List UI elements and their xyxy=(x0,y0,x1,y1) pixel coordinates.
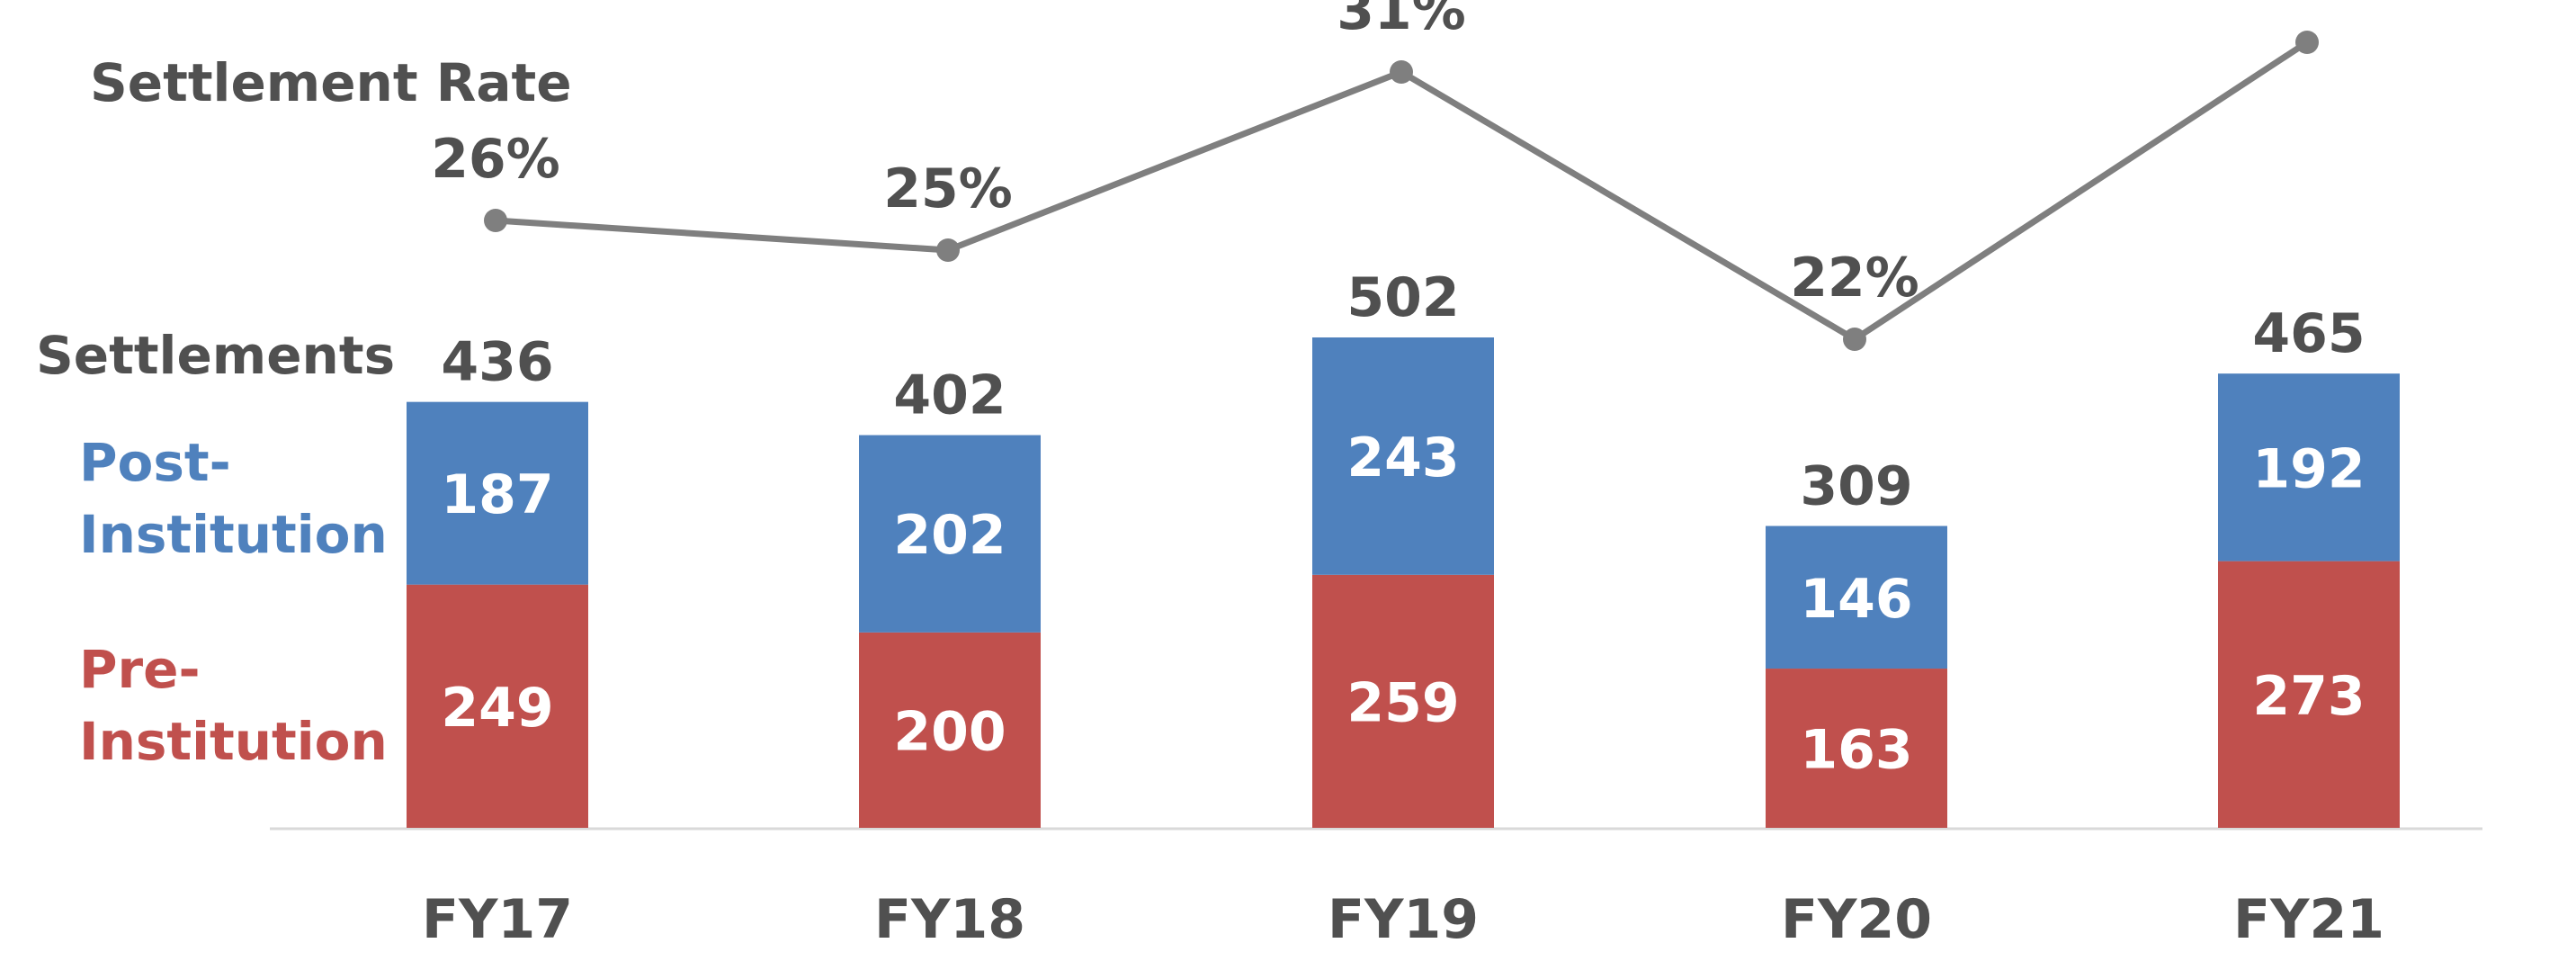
bars-group: 249 187 436 200 202 402 259 243 502 163 146 309 273 1… xyxy=(407,266,2400,828)
bar-post-institution-fy17 xyxy=(407,401,588,585)
rate-label-fy17: 26% xyxy=(431,128,560,191)
rate-point-fy17 xyxy=(484,209,507,232)
bar-pre-institution-fy21 xyxy=(2218,561,2400,828)
rate-point-fy21 xyxy=(2295,31,2319,54)
x-tick-fy21: FY21 xyxy=(2233,888,2384,951)
settlements-axis-title: Settlements xyxy=(36,325,395,386)
bar-pre-institution-fy18 xyxy=(859,632,1041,828)
rate-axis-title: Settlement Rate xyxy=(90,52,572,113)
bar-post-institution-fy21 xyxy=(2218,373,2400,561)
label-total-fy21: 465 xyxy=(2252,302,2365,365)
label-pre-institution-fy20: 163 xyxy=(1800,719,1912,782)
bar-pre-institution-fy17 xyxy=(407,584,588,828)
x-tick-fy17: FY17 xyxy=(422,888,573,951)
rate-point-fy20 xyxy=(1843,328,1866,351)
rate-point-fy19 xyxy=(1390,60,1413,84)
label-pre-institution-fy18: 200 xyxy=(893,700,1006,763)
label-post-institution-fy18: 202 xyxy=(893,504,1006,567)
bar-pre-institution-fy19 xyxy=(1312,574,1494,828)
label-pre-institution-fy19: 259 xyxy=(1346,671,1459,734)
rate-label-fy21: 32% xyxy=(2242,0,2372,13)
label-post-institution-fy19: 243 xyxy=(1346,427,1459,490)
rate-point-fy18 xyxy=(936,238,960,262)
legend-pre-line1: Pre- xyxy=(79,639,201,700)
x-tick-labels: FY17 FY18 FY19 FY20 FY21 xyxy=(422,888,2384,951)
bar-post-institution-fy19 xyxy=(1312,337,1494,575)
label-post-institution-fy20: 146 xyxy=(1800,568,1912,631)
label-pre-institution-fy21: 273 xyxy=(2252,665,2365,728)
rate-label-fy19: 31% xyxy=(1337,0,1466,42)
label-total-fy20: 309 xyxy=(1800,455,1912,518)
rate-label-fy18: 25% xyxy=(883,157,1013,220)
legend-post-line1: Post- xyxy=(79,432,231,493)
rate-line-group: 26% 25% 31% 22% 32% xyxy=(431,0,2372,351)
label-pre-institution-fy17: 249 xyxy=(441,677,553,740)
bar-pre-institution-fy20 xyxy=(1766,669,1947,828)
legend-post-line2: Institution xyxy=(79,504,388,565)
label-total-fy17: 436 xyxy=(441,331,553,394)
bar-post-institution-fy18 xyxy=(859,435,1041,633)
label-total-fy18: 402 xyxy=(893,364,1006,427)
x-tick-fy18: FY18 xyxy=(874,888,1025,951)
legend-pre-line2: Institution xyxy=(79,711,388,772)
x-tick-fy20: FY20 xyxy=(1781,888,1932,951)
rate-label-fy20: 22% xyxy=(1790,247,1919,310)
bar-post-institution-fy20 xyxy=(1766,525,1947,669)
label-post-institution-fy21: 192 xyxy=(2252,437,2365,500)
x-tick-fy19: FY19 xyxy=(1328,888,1479,951)
label-total-fy19: 502 xyxy=(1346,266,1459,329)
label-post-institution-fy17: 187 xyxy=(441,463,553,526)
